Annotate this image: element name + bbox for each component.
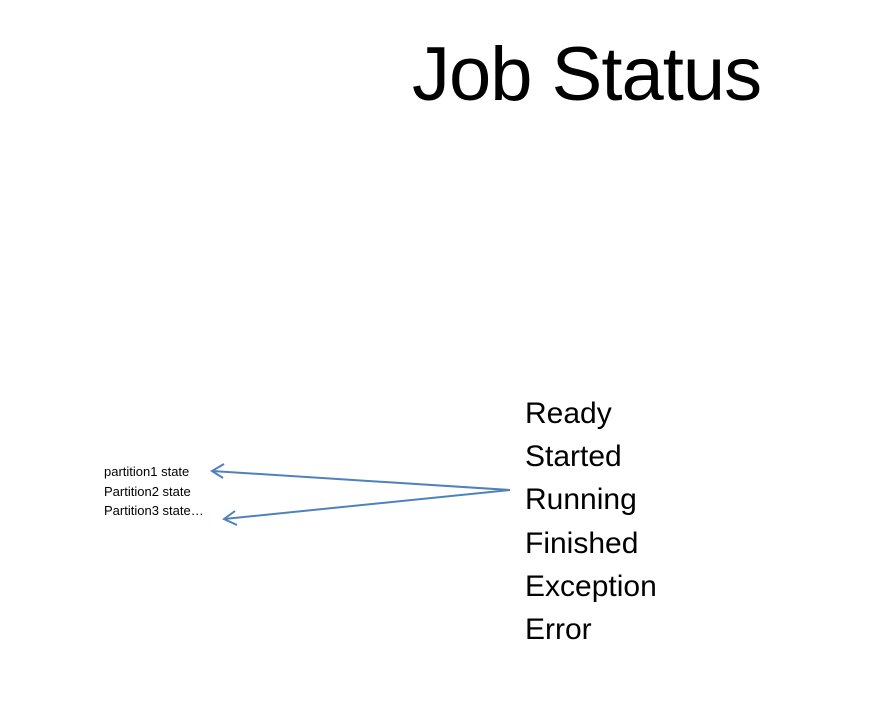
partition3-state: Partition3 state… <box>104 503 204 518</box>
partition2-state: Partition2 state <box>104 483 191 499</box>
partition1-state: partition1 state <box>104 464 190 479</box>
state-ready: Ready <box>525 397 612 430</box>
job-state-list: Ready Started Running Finished Exception… <box>525 392 657 651</box>
arrow-to-partition1 <box>210 463 511 491</box>
partition-state-list: partition1 state Partition2 state Partit… <box>104 462 204 521</box>
state-started: Started <box>525 440 622 474</box>
state-finished: Finished <box>525 526 639 560</box>
arrow-to-partition3 <box>222 489 511 526</box>
state-exception: Exception <box>525 569 657 603</box>
state-error: Error <box>525 613 592 647</box>
state-running: Running <box>525 483 637 517</box>
slide-title: Job Status <box>412 32 762 117</box>
